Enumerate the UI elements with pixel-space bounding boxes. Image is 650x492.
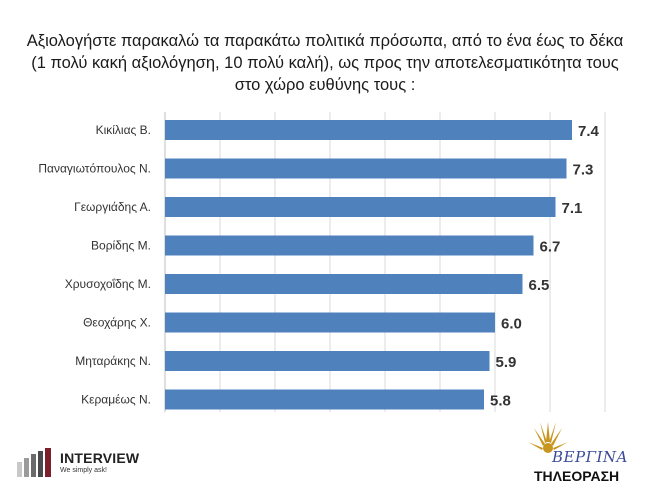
category-labels: Κικίλιας Β. Παναγιωτόπουλος Ν. Γεωργιάδης … (38, 123, 151, 407)
interview-name: INTERVIEW (60, 450, 140, 466)
interview-logo: INTERVIEW We simply ask! (16, 446, 166, 480)
bar (165, 389, 484, 410)
bar (165, 158, 567, 179)
bar (165, 351, 490, 371)
vergina-subtitle: ΤΗΛΕΟΡΑΣΗ (534, 468, 620, 484)
value-label: 7.1 (562, 200, 583, 217)
bar (165, 197, 556, 217)
interview-tagline: We simply ask! (60, 467, 107, 474)
category-label: Χρυσοχοΐδης Μ. (65, 277, 151, 291)
category-label: Θεοχάρης Χ. (83, 316, 151, 330)
category-label: Παναγιωτόπουλος Ν. (38, 162, 151, 176)
category-label: Μηταράκης Ν. (75, 354, 151, 368)
bar (165, 274, 523, 294)
title-line-3: στο χώρο ευθύνης τους : (234, 76, 416, 94)
vergina-sun-icon (528, 422, 568, 453)
vergina-name: ΒΕΡΓΙΝΑ (552, 448, 628, 466)
category-label: Βορίδης Μ. (91, 239, 151, 253)
title-line-2: (1 πολύ κακή αξιολόγηση, 10 πολύ καλή), … (31, 54, 619, 72)
chart-bars (165, 120, 572, 410)
value-label: 5.8 (490, 393, 511, 410)
value-label: 6.5 (529, 277, 550, 294)
vergina-logo: ΒΕΡΓΙΝΑ ΤΗΛΕΟΡΑΣΗ (522, 420, 650, 488)
value-label: 5.9 (496, 354, 517, 371)
value-label: 6.0 (501, 316, 522, 333)
value-labels: 7.4 7.3 7.1 6.7 6.5 6.0 5.9 5.8 (490, 123, 600, 410)
category-label: Κικίλιας Β. (96, 123, 151, 137)
category-label: Γεωργιάδης Α. (74, 200, 151, 214)
bar (165, 312, 495, 333)
chart-title: Αξιολογήστε παρακαλώ τα παρακάτω πολιτικ… (0, 30, 650, 96)
title-line-1: Αξιολογήστε παρακαλώ τα παρακάτω πολιτικ… (26, 32, 624, 50)
interview-bars-icon (17, 448, 51, 477)
value-label: 7.4 (578, 123, 600, 140)
value-label: 6.7 (540, 239, 561, 256)
category-label: Κεραμέως Ν. (81, 393, 151, 407)
bar (165, 120, 572, 140)
value-label: 7.3 (573, 162, 594, 179)
bar (165, 235, 534, 256)
